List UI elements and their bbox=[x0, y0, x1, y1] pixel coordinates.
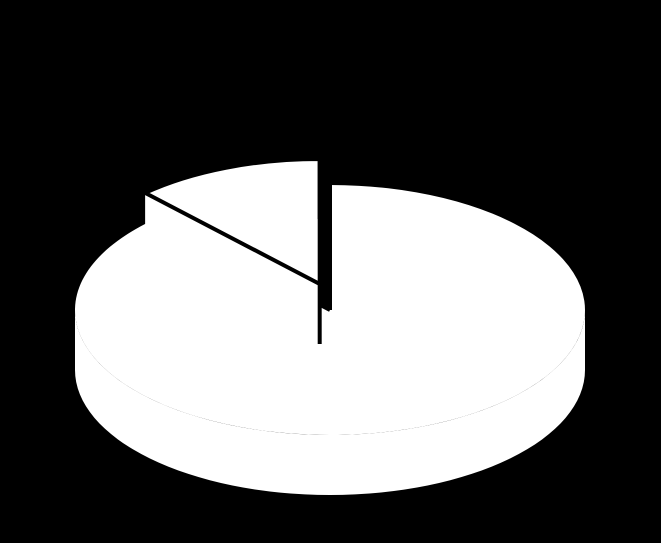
pie-svg bbox=[0, 0, 661, 543]
pie-3d-chart bbox=[0, 0, 661, 543]
